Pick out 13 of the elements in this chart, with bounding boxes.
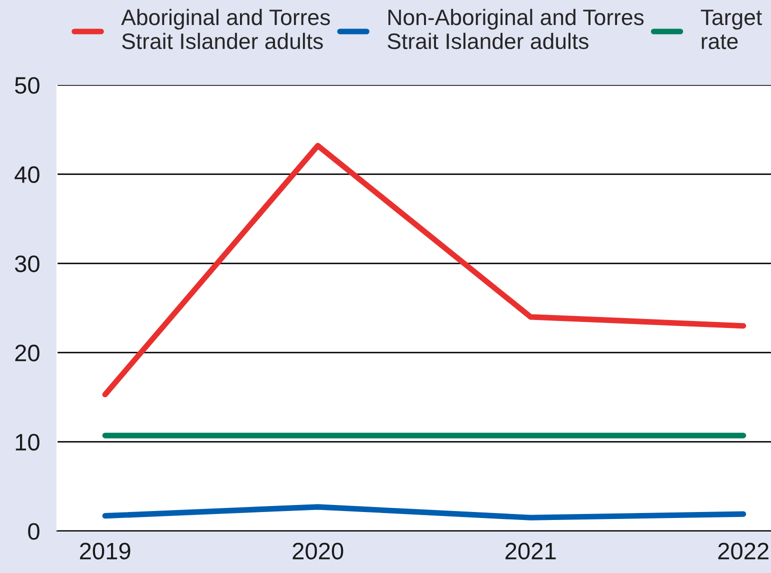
legend-label: Aboriginal and Torres Strait Islander adults — [121, 8, 330, 50]
y-tick-label: 50 — [15, 77, 40, 94]
legend-label: Non-Aboriginal and Torres Strait Islander adults — [388, 8, 644, 50]
y-tick-label: 0 — [28, 523, 40, 540]
legend-label: Target rate — [700, 10, 762, 50]
x-tick-label: 2022 — [718, 542, 768, 560]
y-tick-label: 30 — [14, 255, 40, 272]
y-tick-label: 10 — [16, 434, 40, 451]
y-tick-label: 20 — [15, 344, 40, 362]
x-tick-label: 2020 — [292, 542, 344, 560]
x-tick-label: 2019 — [80, 542, 130, 560]
y-tick-label: 40 — [14, 166, 40, 183]
x-tick-label: 2021 — [506, 542, 556, 560]
